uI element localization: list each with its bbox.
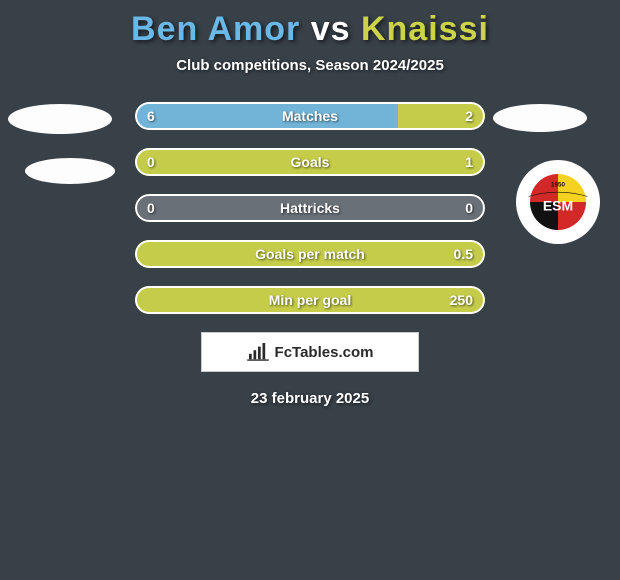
- vs-text: vs: [311, 10, 351, 48]
- stats-area: 1950 ESM 6 2 Matches 0 1 Goals 0 0 Hattricks 0.5 G…: [0, 102, 620, 407]
- stat-row: 6 2 Matches: [135, 102, 485, 130]
- stat-value-left: 6: [147, 108, 155, 124]
- stat-value-right: 250: [450, 292, 473, 308]
- stat-row: 250 Min per goal: [135, 286, 485, 314]
- stat-value-right: 0: [465, 200, 473, 216]
- stat-label: Goals: [291, 154, 330, 170]
- stat-row: 0 1 Goals: [135, 148, 485, 176]
- attribution-text: FcTables.com: [275, 344, 374, 361]
- stat-value-left: 0: [147, 200, 155, 216]
- stat-label: Min per goal: [269, 292, 351, 308]
- stat-value-right: 2: [465, 108, 473, 124]
- player2-name: Knaissi: [361, 10, 489, 48]
- svg-text:1950: 1950: [551, 182, 566, 189]
- stat-label: Matches: [282, 108, 338, 124]
- stat-row: 0.5 Goals per match: [135, 240, 485, 268]
- stat-bar-left: [135, 102, 398, 130]
- svg-text:ESM: ESM: [543, 197, 573, 213]
- stat-label: Hattricks: [280, 200, 340, 216]
- stat-row: 0 0 Hattricks: [135, 194, 485, 222]
- player2-club-logo: 1950 ESM: [516, 160, 600, 244]
- stat-value-right: 1: [465, 154, 473, 170]
- player1-club-placeholder: [25, 158, 115, 184]
- player1-name: Ben Amor: [131, 10, 300, 48]
- player2-avatar-placeholder: [493, 104, 587, 132]
- date-text: 23 february 2025: [0, 390, 620, 407]
- bars-chart-icon: [247, 343, 269, 361]
- stat-value-left: 0: [147, 154, 155, 170]
- title: Ben Amor vs Knaissi: [0, 10, 620, 49]
- subtitle: Club competitions, Season 2024/2025: [0, 57, 620, 74]
- esm-badge-icon: 1950 ESM: [523, 167, 593, 237]
- attribution-badge: FcTables.com: [201, 332, 419, 372]
- stat-label: Goals per match: [255, 246, 365, 262]
- comparison-card: Ben Amor vs Knaissi Club competitions, S…: [0, 0, 620, 407]
- player1-avatar-placeholder: [8, 104, 112, 134]
- stat-bars: 6 2 Matches 0 1 Goals 0 0 Hattricks 0.5 Goals per …: [135, 102, 485, 314]
- stat-value-right: 0.5: [454, 246, 473, 262]
